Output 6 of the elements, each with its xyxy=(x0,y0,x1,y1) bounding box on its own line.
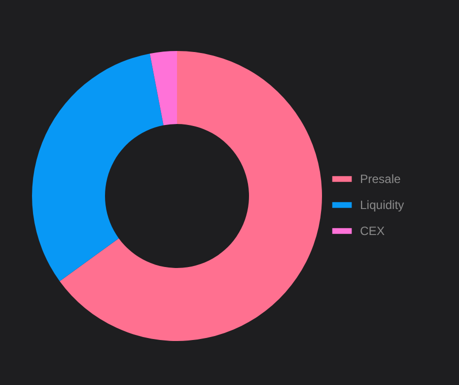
donut-slice xyxy=(32,54,164,282)
donut-slice xyxy=(150,51,177,126)
donut-slice xyxy=(60,51,322,341)
legend-label: CEX xyxy=(360,224,385,238)
legend-label: Liquidity xyxy=(360,198,404,212)
legend-label: Presale xyxy=(360,172,402,186)
